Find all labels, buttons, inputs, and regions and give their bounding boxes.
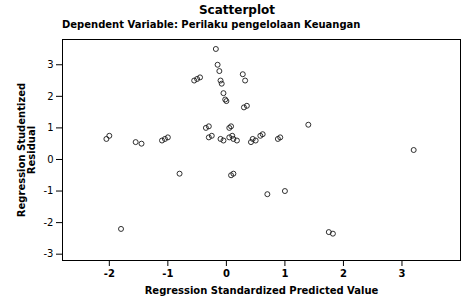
svg-text:2: 2 [47, 91, 53, 102]
svg-text:1: 1 [281, 268, 288, 279]
svg-text:3: 3 [47, 59, 53, 70]
svg-text:Regression StudentizedResidual: Regression StudentizedResidual [16, 83, 37, 217]
svg-text:0: 0 [47, 154, 53, 165]
svg-text:3: 3 [398, 268, 405, 279]
svg-text:-2: -2 [44, 217, 54, 228]
svg-text:-3: -3 [44, 248, 54, 259]
svg-text:2: 2 [340, 268, 347, 279]
svg-text:-1: -1 [162, 268, 173, 279]
svg-text:1: 1 [47, 122, 53, 133]
html-text:Scatterplot: Scatterplot [199, 3, 275, 17]
svg-text:-2: -2 [104, 268, 115, 279]
svg-text:Regression Standardized Predic: Regression Standardized Predicted Value [145, 285, 379, 296]
html-text:Dependent Variable: Perilaku p: Dependent Variable: Perilaku pengelolaan… [62, 19, 361, 30]
svg-text:0: 0 [223, 268, 230, 279]
svg-text:-1: -1 [44, 185, 54, 196]
